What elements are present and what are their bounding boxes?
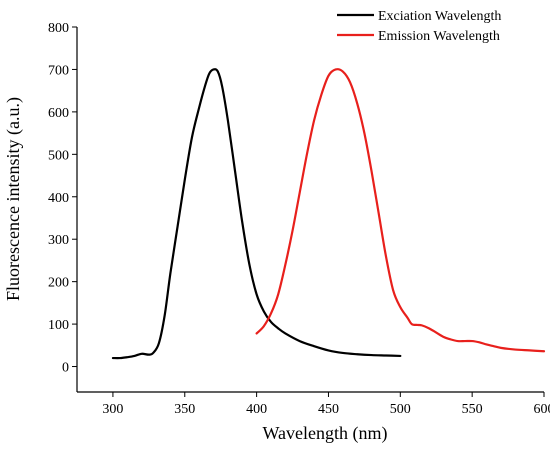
x-tick-label: 550: [462, 402, 483, 417]
y-tick-label: 600: [48, 106, 69, 121]
legend: Exciation Wavelength Emission Wavelength: [337, 9, 501, 44]
y-tick-label: 300: [48, 233, 69, 248]
x-tick-label: 450: [318, 402, 339, 417]
series-line-2: [257, 69, 544, 351]
y-tick-label: 500: [48, 148, 69, 163]
x-tick-label: 350: [174, 402, 195, 417]
y-tick-label: 700: [48, 63, 69, 78]
y-tick-label: 800: [48, 21, 69, 36]
x-axis-label: Wavelength (nm): [262, 423, 387, 444]
axes: [77, 27, 544, 392]
y-axis-label: Fluorescence intensity (a.u.): [3, 97, 24, 301]
legend-label-2: Emission Wavelength: [378, 29, 500, 44]
y-tick-label: 100: [48, 318, 69, 333]
legend-label-1: Exciation Wavelength: [378, 9, 501, 24]
y-tick-label: 0: [62, 361, 69, 376]
series-lines: [113, 69, 544, 358]
x-tick-label: 500: [390, 402, 411, 417]
x-tick-label: 300: [102, 402, 123, 417]
series-line-1: [113, 69, 400, 358]
x-tick-label: 400: [246, 402, 267, 417]
y-tick-label: 400: [48, 191, 69, 206]
x-tick-label: 600: [534, 402, 550, 417]
y-tick-label: 200: [48, 276, 69, 291]
